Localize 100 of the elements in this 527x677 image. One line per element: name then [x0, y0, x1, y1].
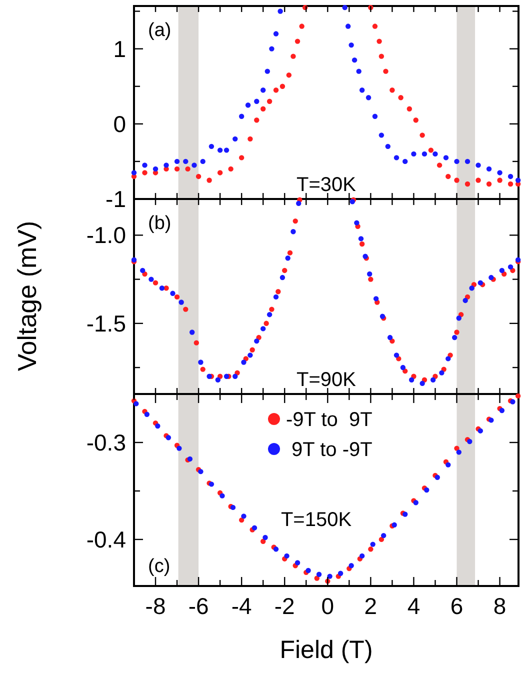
point [420, 380, 425, 386]
point [515, 393, 521, 399]
point [380, 532, 386, 538]
point [273, 31, 279, 36]
point [224, 148, 230, 153]
y-tick-label: -0.3 [86, 429, 126, 456]
point [232, 374, 238, 379]
point [446, 356, 451, 362]
point [208, 144, 214, 150]
point [454, 446, 460, 451]
point [228, 166, 234, 172]
point [273, 546, 279, 552]
point [446, 174, 451, 180]
point [368, 276, 374, 282]
point [387, 334, 393, 340]
point [394, 155, 400, 160]
x-tick-label: 0 [321, 593, 334, 619]
x-tick-label: 2 [364, 593, 378, 619]
annotation: T=30K [296, 174, 357, 196]
point [238, 114, 244, 119]
point [408, 377, 414, 382]
point [464, 158, 470, 164]
point [348, 42, 354, 48]
point [280, 274, 286, 280]
point [378, 132, 384, 138]
point [467, 438, 472, 444]
point [215, 377, 221, 382]
point [469, 286, 474, 291]
point [476, 178, 481, 183]
point [250, 347, 255, 352]
point [383, 68, 388, 74]
point [497, 170, 502, 176]
point [508, 174, 514, 180]
point [185, 166, 190, 172]
point [358, 236, 364, 242]
point [200, 158, 206, 164]
point [488, 418, 494, 423]
point [452, 334, 458, 340]
point [508, 264, 514, 270]
point [285, 256, 290, 261]
point [241, 514, 246, 519]
point [486, 166, 492, 172]
point [454, 330, 460, 335]
point [238, 517, 244, 523]
y-axis-title: Voltage (mV) [12, 220, 42, 372]
point [390, 88, 395, 93]
point [292, 218, 298, 224]
point [217, 170, 223, 176]
point [296, 200, 302, 206]
point [464, 181, 470, 187]
legend-label: 9T to -9T [286, 439, 372, 461]
point [359, 88, 365, 93]
point [248, 136, 253, 142]
point [134, 401, 139, 406]
point [282, 268, 288, 274]
point [342, 4, 348, 10]
point [187, 456, 193, 462]
point [178, 300, 184, 305]
point [436, 162, 442, 168]
point [254, 98, 260, 104]
point [359, 241, 365, 247]
annotation: T=150K [280, 509, 352, 531]
point [314, 576, 320, 581]
point [152, 280, 158, 286]
y-tick-label: -1.5 [86, 310, 126, 336]
point [478, 428, 484, 434]
point [206, 178, 212, 183]
point [155, 423, 160, 429]
x-tick-label: -6 [188, 593, 209, 619]
point [372, 24, 378, 29]
point [269, 46, 274, 52]
x-tick-label: 8 [493, 593, 506, 619]
x-tick-label: -8 [145, 593, 166, 619]
point [508, 181, 514, 187]
annotation: (a) [148, 20, 172, 41]
point [269, 306, 274, 312]
point [192, 162, 197, 168]
x-axis-title: Field (T) [280, 636, 373, 664]
point [439, 370, 444, 376]
y-tick-label: 1 [113, 36, 126, 62]
x-tick-label: 4 [407, 593, 420, 619]
annotation: (b) [148, 213, 172, 234]
point [144, 412, 150, 417]
point [378, 536, 384, 542]
point [278, 8, 283, 14]
point [264, 68, 270, 74]
point [166, 435, 172, 440]
point [348, 563, 354, 568]
point [424, 487, 430, 493]
point [368, 546, 374, 552]
point [352, 57, 358, 63]
point [456, 316, 462, 321]
point [159, 286, 165, 291]
point [345, 24, 351, 29]
y-tick-label: 0 [113, 110, 126, 137]
point [142, 170, 148, 176]
point [378, 54, 384, 59]
point [385, 144, 390, 150]
point [294, 560, 300, 566]
point [174, 158, 180, 164]
